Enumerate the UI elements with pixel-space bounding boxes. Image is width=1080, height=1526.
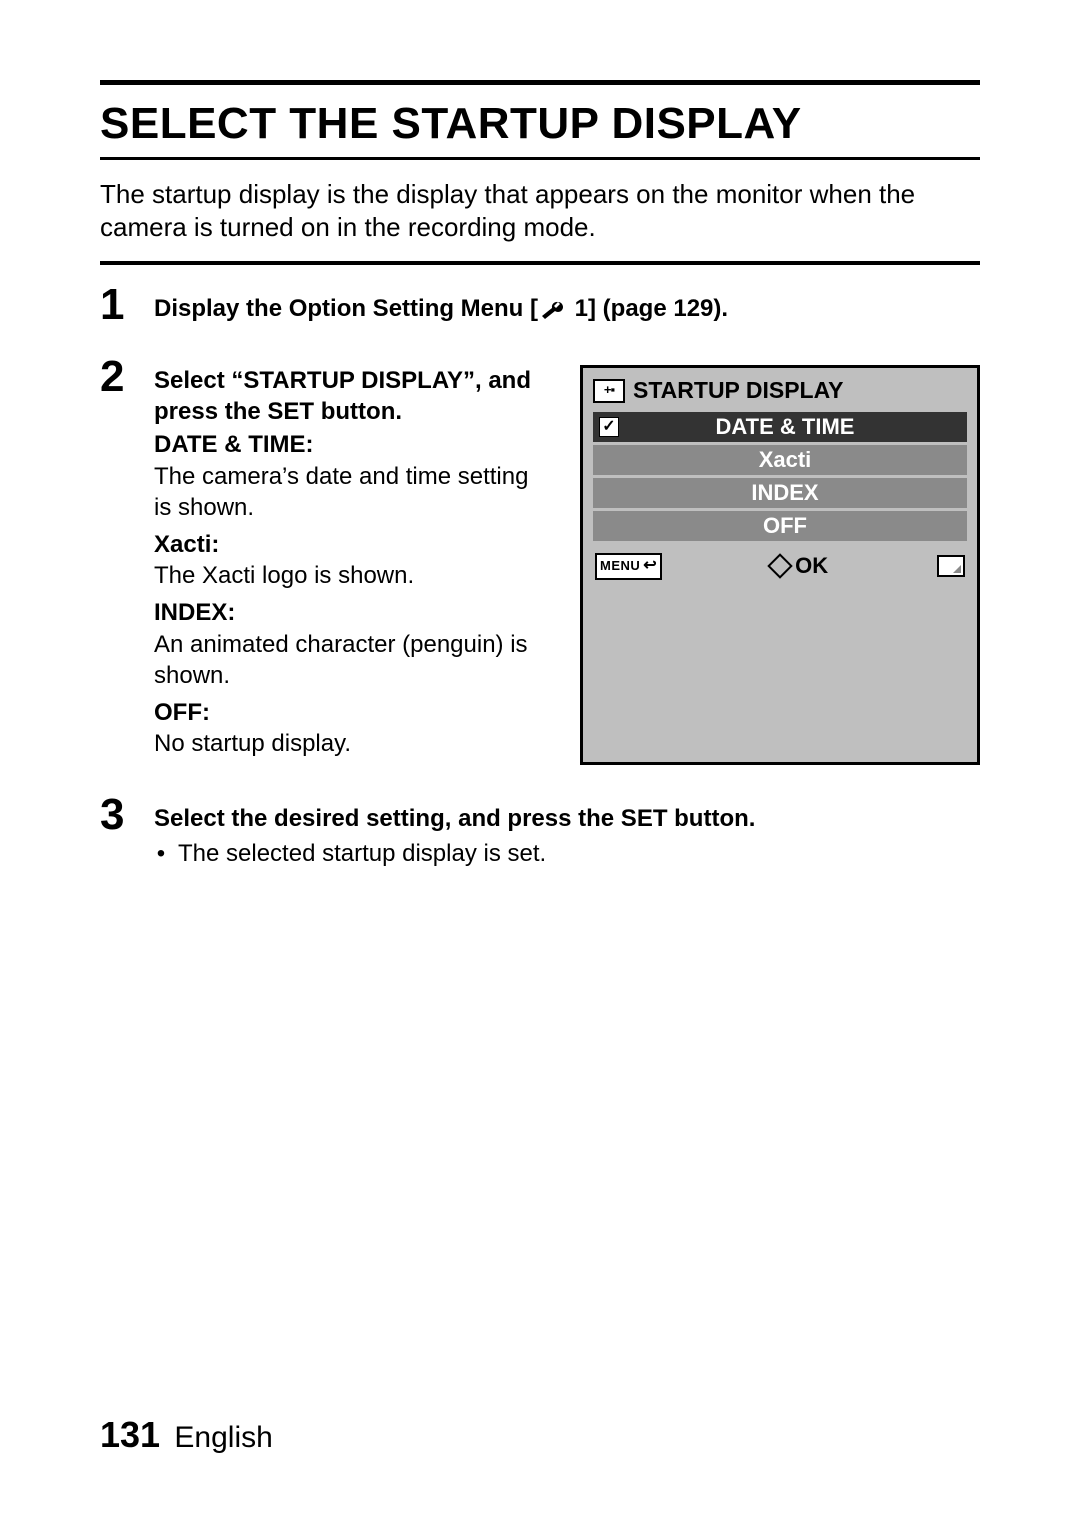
step-2-text: Select “STARTUP DISPLAY”, and press the … <box>154 365 552 765</box>
screenshot-option-label: Xacti <box>629 446 967 475</box>
step-body: Select “STARTUP DISPLAY”, and press the … <box>154 355 980 765</box>
step-3-bullet-text: The selected startup display is set. <box>178 838 546 869</box>
top-rule <box>100 80 980 85</box>
step-1-lead-after: 1] (page 129). <box>568 295 728 322</box>
step-number: 3 <box>100 793 154 837</box>
bullet-icon: • <box>154 838 168 869</box>
screenshot-footer: MENU ↩ OK <box>589 544 971 583</box>
step-number: 2 <box>100 355 154 399</box>
page-title: SELECT THE STARTUP DISPLAY <box>100 93 980 151</box>
page-number: 131 <box>100 1414 160 1455</box>
screenshot-option-list: ✓ DATE & TIME Xacti INDEX OFF <box>589 412 971 541</box>
screenshot-option-label: OFF <box>629 512 967 541</box>
option-body: The camera’s date and time setting is sh… <box>154 461 552 523</box>
page-language: English <box>174 1421 272 1454</box>
ok-label: OK <box>795 552 828 581</box>
screenshot-option-label: INDEX <box>629 479 967 508</box>
camera-screenshot: +▪ STARTUP DISPLAY ✓ DATE & TIME Xacti I… <box>580 365 980 765</box>
step-body: Select the desired setting, and press th… <box>154 793 980 869</box>
tools-icon: +▪ <box>593 379 625 403</box>
screenshot-option-off[interactable]: OFF <box>593 511 967 541</box>
screenshot-option-label: DATE & TIME <box>629 413 967 442</box>
intro-text: The startup display is the display that … <box>100 178 980 243</box>
return-icon: ↩ <box>643 556 657 577</box>
option-label: INDEX: <box>154 597 552 628</box>
menu-button[interactable]: MENU ↩ <box>595 553 662 580</box>
screenshot-option-index[interactable]: INDEX <box>593 478 967 508</box>
option-label: Xacti: <box>154 529 552 560</box>
step-2: 2 Select “STARTUP DISPLAY”, and press th… <box>100 355 980 765</box>
screenshot-option-xacti[interactable]: Xacti <box>593 445 967 475</box>
step-body: Display the Option Setting Menu [ 1] (pa… <box>154 283 980 324</box>
screenshot-option-date-time[interactable]: ✓ DATE & TIME <box>593 412 967 442</box>
step-2-lead: Select “STARTUP DISPLAY”, and press the … <box>154 365 552 427</box>
option-label: DATE & TIME: <box>154 429 552 460</box>
page-corner-icon <box>937 555 965 577</box>
dpad-icon <box>767 553 792 578</box>
menu-label: MENU <box>600 558 640 575</box>
screenshot-title: STARTUP DISPLAY <box>633 376 843 406</box>
option-body: An animated character (penguin) is shown… <box>154 629 552 691</box>
option-label: OFF: <box>154 697 552 728</box>
step-number: 1 <box>100 283 154 327</box>
check-icon: ✓ <box>599 417 619 437</box>
option-body: The Xacti logo is shown. <box>154 560 552 591</box>
option-body: No startup display. <box>154 728 552 759</box>
step-3-bullet: • The selected startup display is set. <box>154 838 980 869</box>
step-1: 1 Display the Option Setting Menu [ 1] (… <box>100 283 980 327</box>
step-1-lead: Display the Option Setting Menu [ 1] (pa… <box>154 295 728 322</box>
title-underline <box>100 157 980 160</box>
step-3-lead: Select the desired setting, and press th… <box>154 803 980 834</box>
step-3: 3 Select the desired setting, and press … <box>100 793 980 869</box>
page-footer: 131 English <box>100 1414 273 1456</box>
wrench-icon <box>540 299 566 319</box>
step-1-lead-before: Display the Option Setting Menu [ <box>154 295 538 322</box>
section-rule <box>100 261 980 265</box>
manual-page: SELECT THE STARTUP DISPLAY The startup d… <box>0 0 1080 870</box>
ok-indicator: OK <box>771 552 828 581</box>
screenshot-title-row: +▪ STARTUP DISPLAY <box>589 374 971 412</box>
